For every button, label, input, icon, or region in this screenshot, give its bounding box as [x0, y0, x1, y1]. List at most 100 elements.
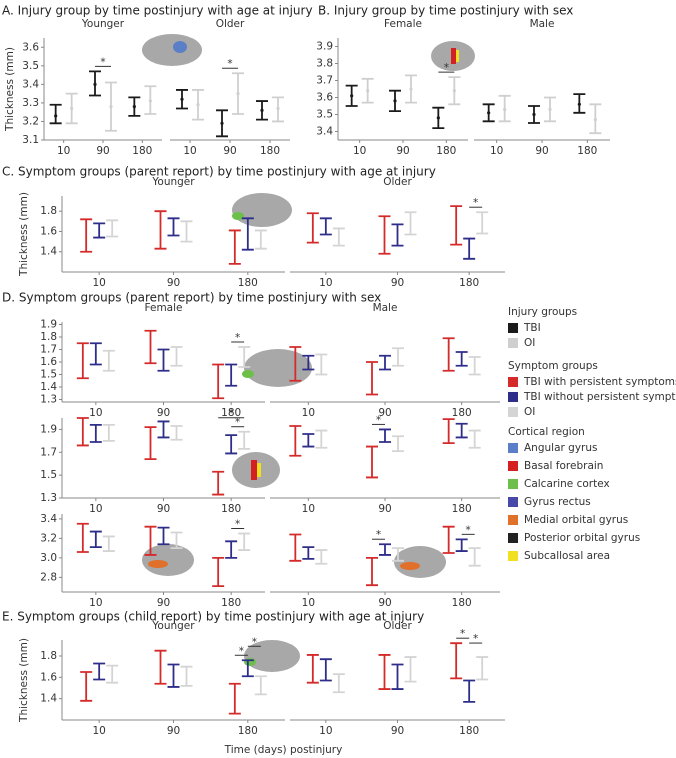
significance-star: * — [466, 524, 471, 536]
error-bar — [238, 430, 251, 450]
y-tick-label: 3.4 — [22, 78, 39, 90]
x-tick-label: 10 — [183, 145, 196, 157]
error-bar — [404, 211, 417, 236]
legend-label: Angular gyrus — [524, 442, 598, 454]
brain-region — [451, 48, 456, 64]
error-bar — [80, 218, 93, 253]
y-axis-label: Thickness (mm) — [18, 192, 30, 277]
significance-star: * — [473, 633, 478, 645]
error-bar — [225, 540, 238, 559]
mean-point — [503, 107, 507, 111]
legend-label: Posterior orbital gyrus — [524, 532, 640, 544]
y-tick-label: 3.5 — [316, 109, 333, 121]
brain-region — [251, 460, 257, 480]
legend-swatch — [508, 443, 518, 453]
x-tick-label: 90 — [167, 277, 180, 289]
y-tick-label: 3.8 — [316, 58, 333, 70]
error-bar — [167, 217, 180, 237]
significance-star: * — [473, 197, 478, 209]
y-tick-label: 1.9 — [40, 319, 57, 331]
facet-label: Younger — [151, 620, 195, 632]
mean-point — [132, 105, 136, 109]
legend-swatch — [508, 338, 518, 348]
x-tick-label: 10 — [490, 145, 503, 157]
x-tick-label: 10 — [92, 725, 105, 737]
significance-star: * — [235, 519, 240, 531]
legend-label: Medial orbital gyrus — [524, 514, 628, 526]
x-tick-label: 10 — [319, 277, 332, 289]
significance-star: * — [227, 58, 232, 70]
facet-label: Female — [145, 302, 183, 314]
y-tick-label: 3.1 — [22, 134, 39, 146]
significance-star: * — [252, 636, 257, 648]
legend-label: Subcallosal area — [524, 550, 610, 562]
error-bar — [254, 229, 267, 250]
error-bar — [238, 532, 251, 551]
error-bar — [170, 531, 183, 550]
error-bar — [225, 434, 238, 455]
legend-swatch — [508, 407, 518, 417]
error-bar — [212, 363, 225, 400]
error-bar — [180, 220, 193, 243]
error-bar — [144, 329, 157, 365]
error-bar — [379, 428, 391, 443]
error-bar — [306, 654, 319, 684]
x-tick-label: 90 — [378, 503, 391, 515]
facet-label: Female — [384, 18, 422, 30]
x-tick-label: 90 — [157, 407, 170, 419]
x-tick-label: 180 — [459, 725, 479, 737]
brain-region — [456, 50, 459, 62]
brain-region — [173, 41, 187, 53]
legend-swatch — [508, 461, 518, 471]
x-tick-label: 180 — [238, 725, 258, 737]
legend-label: Basal forebrain — [524, 460, 603, 472]
mean-point — [196, 103, 200, 107]
error-bar — [93, 222, 106, 239]
error-bar — [392, 347, 404, 367]
error-bar — [442, 418, 455, 445]
error-bar — [392, 547, 404, 562]
x-tick-label: 90 — [535, 145, 548, 157]
x-tick-label: 10 — [302, 407, 315, 419]
error-bar — [106, 219, 119, 238]
y-tick-label: 1.3 — [40, 394, 57, 406]
error-bar — [366, 361, 378, 396]
y-tick-label: 3.6 — [22, 41, 39, 53]
facet-label: Male — [373, 302, 398, 314]
significance-star: * — [239, 645, 244, 657]
error-bar — [212, 556, 225, 588]
x-tick-label: 90 — [396, 145, 409, 157]
mean-point — [593, 118, 597, 122]
significance-star: * — [235, 417, 240, 429]
error-bar — [238, 346, 251, 368]
x-tick-label: 10 — [302, 597, 315, 609]
brain-image — [244, 640, 300, 672]
error-bar — [89, 530, 102, 549]
y-tick-label: 1.7 — [40, 446, 57, 458]
y-tick-label: 3.6 — [316, 92, 333, 104]
legend-swatch — [508, 323, 518, 333]
x-tick-label: 180 — [452, 407, 472, 419]
panel-title: C. Symptom groups (parent report) by tim… — [2, 165, 436, 179]
error-bar — [289, 346, 302, 382]
x-tick-label: 180 — [132, 145, 152, 157]
error-bar — [391, 663, 404, 690]
x-tick-label: 10 — [319, 725, 332, 737]
mean-point — [487, 111, 491, 115]
error-bar — [468, 547, 481, 567]
x-tick-label: 90 — [391, 277, 404, 289]
brain-image — [142, 544, 194, 576]
significance-star: * — [229, 408, 234, 420]
legend-title: Symptom groups — [508, 360, 598, 372]
mean-point — [109, 105, 113, 109]
error-bar — [49, 103, 62, 125]
error-bar — [228, 229, 241, 265]
mean-point — [54, 114, 58, 118]
mean-point — [236, 92, 240, 96]
error-bar — [442, 337, 455, 372]
error-bar — [468, 356, 481, 376]
y-tick-label: 1.4 — [40, 246, 57, 258]
mean-point — [393, 99, 397, 103]
x-tick-label: 90 — [157, 503, 170, 515]
error-bar — [455, 422, 468, 439]
